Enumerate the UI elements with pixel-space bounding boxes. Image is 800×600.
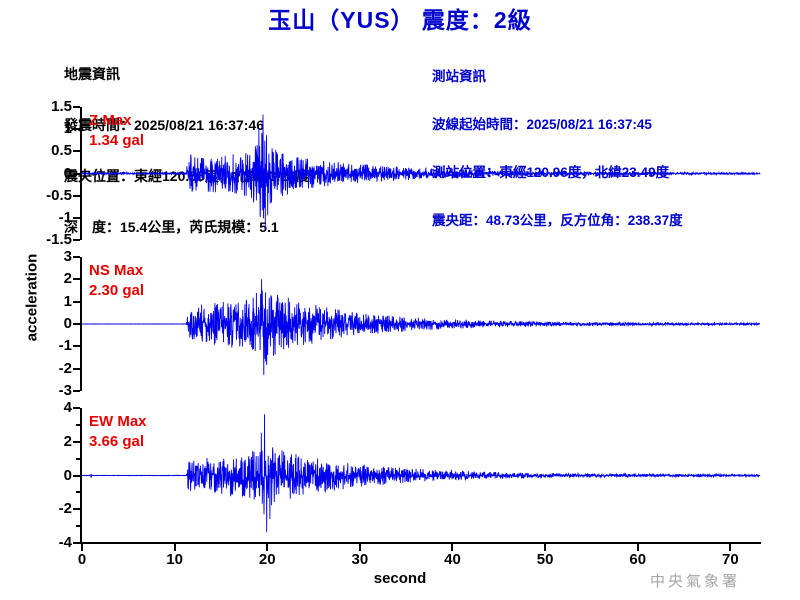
x-tick-label: 30	[351, 551, 369, 568]
x-tick	[358, 544, 361, 551]
x-tick-label: 40	[444, 551, 461, 568]
y-minor-tick	[76, 525, 80, 528]
y-tick	[73, 508, 80, 511]
y-tick-label: 0.5	[51, 142, 72, 160]
x-tick-label: 50	[536, 551, 554, 568]
y-tick-label: -1	[58, 337, 72, 355]
origin-time-line: 發震時間：2025/08/21 16:37:46	[64, 117, 264, 133]
y-tick	[73, 407, 80, 409]
ew-max-value: 3.66 gal	[89, 433, 145, 450]
y-minor-tick	[76, 491, 80, 494]
y-tick-label: -2	[58, 359, 72, 377]
page-title: 玉山（YUS） 震度：2級	[268, 7, 532, 33]
z-max-value: 1.34 gal	[89, 132, 145, 149]
station-location-line: 測站位置：東經120.96度，北緯23.49度	[432, 165, 670, 180]
y-tick	[73, 323, 80, 325]
waveform-ns-trace	[81, 279, 760, 376]
x-tick	[266, 544, 269, 551]
y-tick	[73, 390, 80, 392]
y-tick	[73, 172, 80, 175]
y-axis-line-ns	[80, 257, 82, 391]
waveform-ew-trace	[81, 414, 761, 533]
agency-watermark: 中央氣象署	[650, 573, 741, 590]
x-tick-label: 70	[722, 551, 739, 568]
y-tick-label: -3	[58, 382, 72, 399]
wave-start-time-line: 波線起始時間：2025/08/21 16:37:45	[432, 117, 652, 132]
x-tick-label: 20	[258, 551, 276, 568]
y-tick-label: -1.5	[46, 231, 72, 248]
y-tick	[73, 542, 80, 544]
x-tick-label: 10	[166, 551, 183, 568]
y-tick	[73, 216, 80, 219]
y-tick-label: 2	[63, 270, 72, 288]
trace-ns	[81, 279, 760, 376]
station-info-header: 測站資訊	[432, 69, 486, 84]
x-tick	[451, 544, 454, 551]
ew-channel-label: EW Max 3.66 gal	[89, 412, 147, 452]
y-tick	[73, 367, 80, 370]
trace-z	[81, 114, 761, 230]
epicentral-distance-line: 震央距：48.73公里，反方位角：238.37度	[432, 213, 683, 228]
y-tick	[73, 150, 80, 153]
y-tick-label: 1.5	[51, 98, 72, 115]
x-axis-title: second	[373, 570, 427, 587]
y-tick-label: -2	[58, 500, 72, 518]
y-tick	[73, 278, 80, 281]
y-axis-line-z	[80, 107, 82, 240]
y-tick-label: 1	[63, 292, 72, 310]
earthquake-info-header: 地震資訊	[64, 66, 120, 82]
y-tick-label: -1	[58, 208, 72, 226]
x-axis-line	[80, 542, 761, 544]
z-max-label: Z Max	[89, 112, 132, 129]
y-minor-tick	[76, 423, 80, 426]
x-tick-label: 60	[629, 551, 647, 568]
x-tick	[544, 544, 547, 551]
ew-max-label: EW Max	[89, 413, 147, 430]
ns-channel-label: NS Max 2.30 gal	[89, 261, 144, 301]
waveform-z-trace	[81, 114, 761, 230]
y-tick	[73, 440, 80, 443]
y-tick	[73, 106, 80, 108]
y-tick-label: 0	[63, 164, 72, 182]
y-tick	[73, 256, 80, 258]
y-tick-label: -4	[58, 534, 72, 551]
y-tick-label: 0	[63, 466, 72, 484]
depth-magnitude-line: 深 度：15.4公里，芮氏規模：5.1	[64, 219, 279, 235]
y-tick-label: 1	[63, 120, 72, 138]
y-tick-label: 4	[63, 399, 72, 416]
y-tick-label: 0	[63, 315, 72, 332]
trace-ew	[81, 414, 761, 533]
station-info-block: 測站資訊 波線起始時間：2025/08/21 16:37:45 測站位置：東經1…	[432, 37, 683, 261]
y-tick	[73, 300, 80, 303]
y-tick	[73, 239, 80, 241]
y-tick-label: 3	[63, 248, 72, 265]
ns-max-value: 2.30 gal	[89, 282, 145, 299]
y-tick	[73, 474, 80, 477]
x-tick	[729, 544, 732, 551]
z-channel-label: Z Max 1.34 gal	[89, 111, 144, 151]
ns-max-label: NS Max	[89, 262, 144, 279]
y-tick-label: 2	[63, 432, 72, 450]
y-axis-line-ew	[80, 408, 82, 543]
x-tick	[636, 544, 639, 551]
x-tick	[81, 544, 83, 551]
y-tick	[73, 128, 80, 131]
y-tick	[73, 194, 80, 197]
y-tick-label: -0.5	[46, 186, 72, 204]
y-tick	[73, 345, 80, 348]
x-tick-label: 0	[77, 551, 87, 568]
y-minor-tick	[76, 457, 80, 460]
x-tick	[173, 544, 176, 551]
